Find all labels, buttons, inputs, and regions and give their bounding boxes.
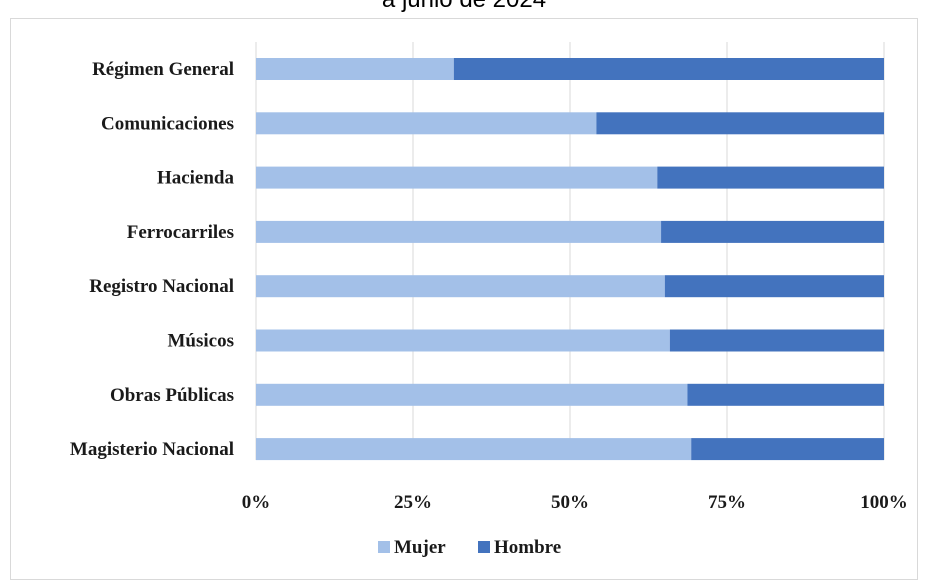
x-tick-label: 100% xyxy=(860,492,908,513)
bar-mujer-6 xyxy=(256,329,670,352)
category-label: Músicos xyxy=(168,331,235,352)
legend-label-hombre: Hombre xyxy=(494,537,561,558)
bar-mujer-3 xyxy=(256,166,658,189)
legend: Mujer Hombre xyxy=(378,537,561,558)
bar-mujer-7 xyxy=(256,383,688,406)
bar-mujer-1 xyxy=(256,58,454,80)
bar-mujer-2 xyxy=(256,112,597,135)
category-label: Hacienda xyxy=(157,168,235,189)
bar-mujer-8 xyxy=(256,438,692,461)
bar-mujer-4 xyxy=(256,220,662,243)
bar-hombre-4 xyxy=(661,220,884,243)
bar-hombre-1 xyxy=(453,58,884,80)
category-label: Ferrocarriles xyxy=(127,222,234,243)
x-tick-label: 25% xyxy=(394,492,432,513)
legend-swatch-hombre xyxy=(478,541,490,553)
category-label: Régimen General xyxy=(92,59,234,80)
x-tick-labels: 0% 25% 50% 75% 100% xyxy=(242,492,908,513)
bar-hombre-8 xyxy=(691,438,884,461)
category-label: Registro Nacional xyxy=(89,276,234,297)
x-tick-label: 0% xyxy=(242,492,271,513)
x-tick-label: 75% xyxy=(708,492,746,513)
legend-label-mujer: Mujer xyxy=(394,537,446,558)
bar-mujer-5 xyxy=(256,275,665,298)
chart-title: a junio de 2024 xyxy=(0,0,928,14)
category-label: Magisterio Nacional xyxy=(70,439,234,460)
category-labels: Régimen General Comunicaciones Hacienda Fer… xyxy=(70,59,235,460)
bar-hombre-2 xyxy=(596,112,884,135)
chart-frame xyxy=(10,18,918,580)
bar-hombre-7 xyxy=(687,383,884,406)
x-tick-label: 50% xyxy=(551,492,589,513)
category-label: Obras Públicas xyxy=(110,385,234,406)
legend-swatch-mujer xyxy=(378,541,390,553)
category-label: Comunicaciones xyxy=(101,113,234,134)
bars xyxy=(256,58,884,461)
bar-hombre-3 xyxy=(657,166,884,189)
bar-hombre-6 xyxy=(669,329,884,352)
bar-hombre-5 xyxy=(664,275,884,298)
